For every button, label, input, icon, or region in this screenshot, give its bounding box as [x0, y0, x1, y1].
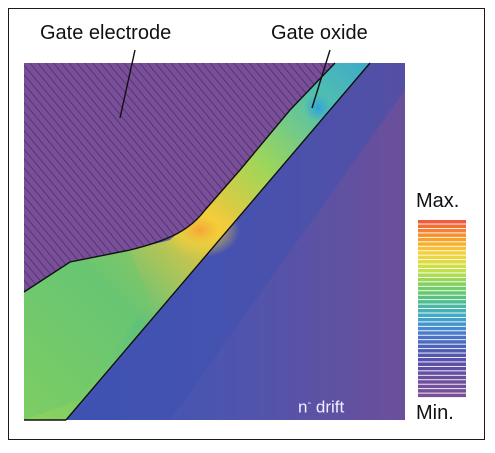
colorbar-swatch: [418, 233, 466, 237]
colorbar-swatch: [418, 313, 466, 318]
colorbar-swatch: [418, 317, 466, 322]
colorbar-swatch: [418, 282, 466, 286]
colorbar-swatch: [418, 304, 466, 309]
colorbar-swatch: [418, 264, 466, 269]
colorbar-swatch: [418, 260, 466, 264]
oxide-silicon-interface: [65, 62, 371, 421]
drift-near-oxide: [70, 63, 405, 420]
colorbar-swatch: [418, 322, 466, 326]
colorbar-swatch: [418, 393, 466, 398]
colorbar-swatch: [418, 326, 466, 331]
colorbar-swatch: [418, 295, 466, 300]
colorbar-swatch: [418, 353, 466, 358]
colorbar-swatch: [418, 344, 466, 349]
colorbar-swatch: [418, 246, 466, 251]
gate-electrode-outline: [23, 62, 336, 293]
colorbar-swatch: [418, 300, 466, 304]
colorbar-swatch: [418, 366, 466, 371]
colorbar-min-label: Min.: [416, 402, 454, 424]
gate-electrode-label: Gate electrode: [40, 22, 172, 44]
n-drift-label: n- drift: [298, 397, 344, 418]
drift-n-text: n: [298, 397, 308, 417]
drift-word-text: drift: [311, 397, 345, 417]
colorbar-swatch: [418, 384, 466, 389]
oxide-lower-region: [24, 250, 150, 420]
gate-electrode-region: [24, 63, 335, 292]
colorbar-swatch: [418, 331, 466, 335]
colorbar-swatch: [418, 335, 466, 340]
colorbar-swatch: [418, 371, 466, 375]
colorbar-swatch: [418, 309, 466, 313]
colorbar-swatch: [418, 291, 466, 295]
colorbar-swatch: [418, 340, 466, 344]
colorbar-swatch: [418, 375, 466, 380]
colorbar-swatch: [418, 220, 466, 224]
colorbar-swatch: [418, 268, 466, 273]
gate-oxide-leader: [311, 49, 331, 109]
colorbar-swatch: [418, 251, 466, 255]
colorbar-swatch: [418, 273, 466, 277]
colorbar-max-label: Max.: [416, 190, 460, 212]
colorbar-swatch: [418, 389, 466, 393]
colorbar-swatch: [418, 255, 466, 260]
colorbar-swatch: [418, 224, 466, 229]
colorbar-swatch: [418, 277, 466, 282]
colorbar-swatch: [418, 242, 466, 246]
gate-electrode-leader: [119, 49, 136, 119]
oxide-top-spot: [304, 94, 332, 122]
colorbar-swatch: [418, 362, 466, 366]
colorbar-swatch: [418, 349, 466, 353]
colorbar-swatch: [418, 380, 466, 384]
colorbar-swatch: [418, 237, 466, 242]
gate-oxide-label: Gate oxide: [271, 22, 368, 44]
colorbar-swatch: [418, 286, 466, 291]
drift-superscript: -: [307, 397, 312, 409]
colorbar-swatch: [418, 357, 466, 362]
colorbar: [418, 220, 466, 398]
colorbar-swatch: [418, 228, 466, 233]
